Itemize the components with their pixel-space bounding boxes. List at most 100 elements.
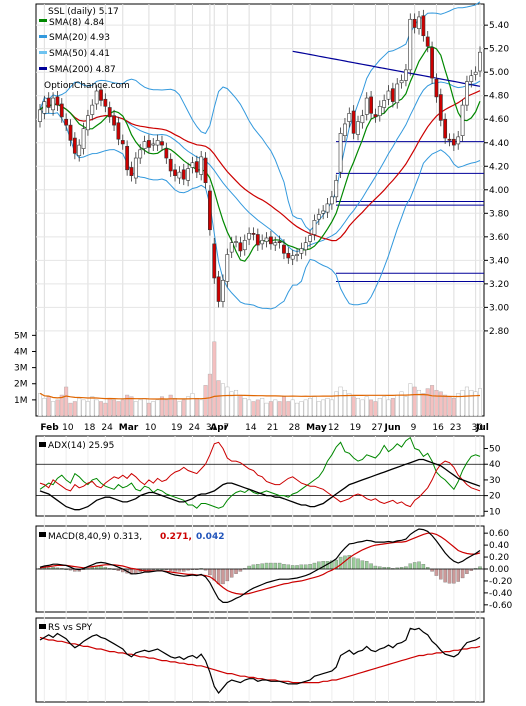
price-legend: SSL (daily) 5.17 SMA(8) 4.84 SMA(20) 4.9… [39, 7, 130, 91]
macd-histogram-bar [421, 564, 426, 570]
price-tick-label: 3.60 [489, 233, 509, 243]
x-tick-label: 27 [371, 423, 382, 433]
macd-histogram-bar [456, 568, 460, 582]
candle-body [42, 101, 47, 114]
volume-bar [155, 399, 160, 417]
volume-bar [377, 398, 382, 417]
candle-body [469, 75, 474, 82]
macd-tick-label: 0.00 [489, 565, 509, 575]
x-tick-label: 19 [171, 423, 183, 433]
volume-bar [469, 389, 474, 417]
volume-bar [64, 386, 69, 417]
volume-bar [177, 401, 182, 417]
candle-body [434, 78, 439, 98]
volume-bar [81, 399, 86, 417]
volume-bar [412, 386, 417, 417]
candle-body [447, 138, 452, 141]
candle-body [221, 280, 225, 302]
volume-bar [443, 394, 448, 417]
price-tick-label: 4.20 [489, 162, 509, 172]
sma200-line [292, 50, 481, 87]
macd-histogram-bar [299, 564, 304, 570]
volume-bar [247, 399, 252, 417]
x-tick-label: 18 [84, 423, 96, 433]
volume-bar [338, 386, 343, 417]
price-tick-label: 4.60 [489, 115, 509, 125]
volume-bar [321, 399, 326, 417]
candle-body [316, 214, 321, 220]
volume-bar [403, 396, 408, 417]
volume-bar [351, 396, 356, 417]
macd-histogram-bar [356, 558, 360, 570]
candle-body [68, 124, 73, 141]
x-tick-label: 30 [472, 423, 484, 433]
macd-histogram-bar [338, 556, 343, 570]
macd-histogram-bar [303, 564, 308, 570]
macd-histogram-bar [465, 568, 469, 574]
legend-sma200-swatch [39, 67, 47, 70]
legend-sma20: SMA(20) 4.93 [49, 33, 110, 43]
adx-swatch [39, 442, 46, 447]
volume-bar [312, 396, 317, 417]
volume-bar [456, 393, 461, 417]
candle-body [38, 109, 42, 122]
macd-title: MACD(8,40,9) 0.313, [48, 532, 142, 542]
x-tick-label: May [306, 423, 327, 433]
macd-tick-label: 0.40 [489, 541, 509, 551]
candle-body [247, 232, 252, 240]
volume-tick-label: 4M [14, 347, 28, 357]
macd-histogram-bar [439, 568, 443, 580]
volume-bar [125, 394, 130, 417]
volume-bar [159, 396, 164, 417]
volume-bar [164, 399, 169, 417]
candle-body [299, 248, 304, 254]
volume-bar [303, 399, 308, 417]
volume-tick-label: 1M [14, 396, 28, 406]
volume-bar [255, 399, 260, 417]
macd-swatch [39, 532, 46, 537]
candle-body [55, 96, 60, 106]
adx-line [39, 458, 481, 511]
volume-bars [38, 341, 483, 417]
volume-bar [133, 401, 138, 417]
volume-bar [112, 399, 117, 417]
volume-tick-label: 5M [14, 331, 28, 341]
adx-tick-label: 20 [489, 492, 501, 502]
x-tick-label: Feb [40, 423, 59, 433]
x-tick-label: 10 [62, 423, 74, 433]
volume-bar [390, 398, 395, 417]
macd-hist-label: 0.042 [196, 532, 224, 542]
candle-body [295, 254, 299, 256]
volume-bar [151, 401, 156, 417]
price-tick-label: 5.00 [489, 68, 509, 78]
adx-tick-label: 40 [489, 460, 501, 470]
x-tick-label: 9 [411, 423, 417, 433]
volume-bar [438, 391, 443, 417]
rs-title: RS vs SPY [48, 623, 93, 633]
volume-bar [325, 398, 330, 417]
candle-body [251, 232, 256, 235]
macd-histogram-bar [208, 568, 212, 576]
price-tick-label: 2.80 [489, 327, 509, 337]
candle-body [212, 243, 217, 279]
x-tick-label: 31 [206, 423, 217, 433]
candle-body [430, 47, 434, 79]
candle-body [203, 157, 208, 184]
volume-bar [194, 398, 199, 417]
macd-histogram-bar [295, 565, 299, 570]
volume-bar [55, 399, 60, 417]
candle-body [216, 276, 221, 302]
price-tick-label: 5.20 [489, 45, 509, 55]
candle-body [72, 137, 77, 154]
volume-bar [190, 393, 195, 417]
volume-bar [168, 394, 173, 417]
candlesticks [38, 9, 482, 308]
volume-bar [395, 394, 400, 417]
price-tick-label: 4.40 [489, 139, 509, 149]
legend-sma50: SMA(50) 4.41 [49, 49, 110, 59]
rs-line [39, 627, 481, 694]
adx-tick-label: 50 [489, 445, 501, 455]
volume-bar [347, 393, 352, 417]
macd-histogram-bar [225, 568, 230, 582]
